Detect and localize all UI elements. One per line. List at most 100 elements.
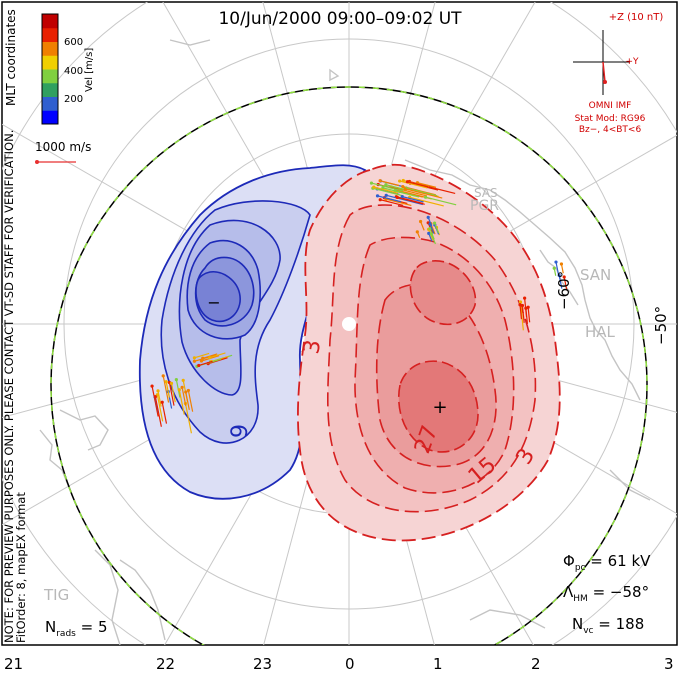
- mlt-label-0: 0: [345, 655, 355, 673]
- imf-plus-y: +Y: [625, 57, 639, 67]
- scale-vector-label: 1000 m/s: [35, 140, 92, 154]
- stat-phi-symbol: Φpc =: [563, 552, 608, 573]
- velocity-vector-origin: [372, 185, 376, 189]
- velocity-vector: [380, 199, 404, 207]
- colorbar-segment: [42, 14, 58, 29]
- velocity-vector-origin: [192, 359, 197, 363]
- colorbar-tick-600: 600: [64, 37, 84, 48]
- imf-source: OMNI IMF: [588, 101, 632, 111]
- colorbar-segment: [42, 110, 58, 125]
- velocity-vector: [373, 186, 399, 194]
- stat-nvc-value: 188: [615, 615, 645, 633]
- stat-lambda-value: −58°: [609, 583, 650, 601]
- imf-clock: [573, 30, 630, 95]
- velocity-vector-origin: [375, 194, 380, 198]
- velocity-vector: [527, 307, 531, 323]
- velocity-vector: [168, 382, 175, 406]
- velocity-vector: [184, 403, 193, 434]
- velocity-vector: [427, 185, 456, 195]
- velocity-vector-origin: [427, 231, 431, 236]
- velocity-vector: [198, 360, 213, 367]
- velocity-vector-origin: [161, 374, 165, 378]
- velocity-vector: [175, 379, 181, 398]
- velocity-vector-origin: [562, 275, 566, 279]
- velocity-vector: [151, 385, 159, 417]
- velocity-vector-origin: [418, 219, 423, 224]
- stat-phi-value: 61 kV: [607, 552, 651, 570]
- velocity-vector-origin: [400, 195, 404, 199]
- velocity-vector-origin: [405, 180, 410, 184]
- velocity-vector: [430, 233, 436, 245]
- colorbar: [41, 13, 59, 125]
- velocity-vector-origin: [378, 198, 382, 202]
- velocity-vector-origin: [559, 262, 564, 266]
- velocity-vector: [385, 184, 408, 191]
- velocity-vector: [405, 188, 443, 199]
- velocity-vector: [154, 396, 162, 427]
- velocity-vector: [162, 375, 170, 403]
- velocity-vector-origin: [554, 260, 558, 264]
- velocity-vector: [386, 194, 424, 206]
- stat-nvc-symbol: Nvc =: [572, 615, 616, 636]
- stat-nrads-value: 5: [97, 618, 108, 636]
- imf-condition: Bz−, 4<BT<6: [578, 125, 642, 135]
- velocity-vector-origin: [156, 389, 160, 393]
- mlt-label-2: 2: [531, 655, 541, 673]
- velocity-vector: [420, 221, 425, 231]
- velocity-vector: [382, 187, 416, 197]
- colorbar-border: [41, 13, 59, 125]
- velocity-vector: [417, 182, 437, 188]
- velocity-vector-origin: [153, 395, 157, 399]
- velocity-vector-origin: [426, 215, 430, 219]
- velocity-vector: [209, 352, 226, 359]
- contour-label-neg: 9: [228, 424, 253, 438]
- stat-n-vc: Nvc = 188: [572, 615, 644, 636]
- velocity-vector: [372, 187, 404, 197]
- velocity-vector: [161, 402, 168, 424]
- colorbar-segment: [42, 82, 58, 97]
- velocity-vector-origin: [428, 222, 432, 226]
- imf-stat-mod: Stat Mod: RG96: [574, 114, 646, 124]
- pole-marker: [342, 317, 356, 331]
- fit-info: FitOrder: 8, mapEX format: [14, 492, 28, 643]
- velocity-vector: [178, 389, 185, 415]
- velocity-vector: [563, 276, 568, 291]
- lat-label-60: −60°: [555, 270, 573, 310]
- velocity-vector: [409, 196, 444, 207]
- mlt-label-1: 1: [433, 655, 443, 673]
- velocity-vector-origin: [552, 266, 556, 270]
- velocity-vector-origin: [518, 303, 522, 307]
- velocity-vector: [187, 390, 194, 412]
- station-sas: SAS: [474, 186, 498, 200]
- colorbar-tick-400: 400: [64, 66, 84, 77]
- velocity-vector-origin: [428, 227, 432, 231]
- colorbar-segment: [42, 41, 58, 56]
- positive-cell: [297, 163, 561, 542]
- velocity-vector-origin: [169, 381, 174, 385]
- velocity-vector: [371, 182, 404, 192]
- velocity-vector-origin: [184, 390, 188, 394]
- velocity-vector: [399, 180, 428, 189]
- velocity-vector-origin: [415, 230, 419, 234]
- velocity-vector: [406, 187, 438, 197]
- velocity-vector-origin: [401, 185, 405, 189]
- velocity-vector-origin: [174, 378, 178, 382]
- stat-phi-pc: Φpc = 61 kV: [563, 552, 650, 573]
- velocity-vector-origin: [150, 384, 154, 388]
- velocity-vector-origin: [398, 179, 402, 183]
- velocity-vector-origin: [197, 363, 201, 368]
- velocity-vector: [555, 261, 560, 277]
- velocity-vector: [525, 308, 529, 324]
- mlt-label-22: 22: [156, 655, 176, 673]
- stat-n-rads: Nrads = 5: [45, 618, 108, 639]
- velocity-vector: [402, 196, 424, 203]
- coords-label: MLT coordinates: [4, 9, 18, 106]
- stat-nrads-symbol: Nrads =: [45, 618, 98, 639]
- velocity-vector: [558, 275, 563, 289]
- velocity-vector: [434, 222, 440, 234]
- coastlines: [39, 39, 651, 645]
- velocity-vector: [385, 198, 412, 207]
- velocity-vector-origin: [518, 300, 523, 304]
- velocity-vector-origin: [164, 380, 168, 384]
- velocity-vector: [377, 195, 402, 203]
